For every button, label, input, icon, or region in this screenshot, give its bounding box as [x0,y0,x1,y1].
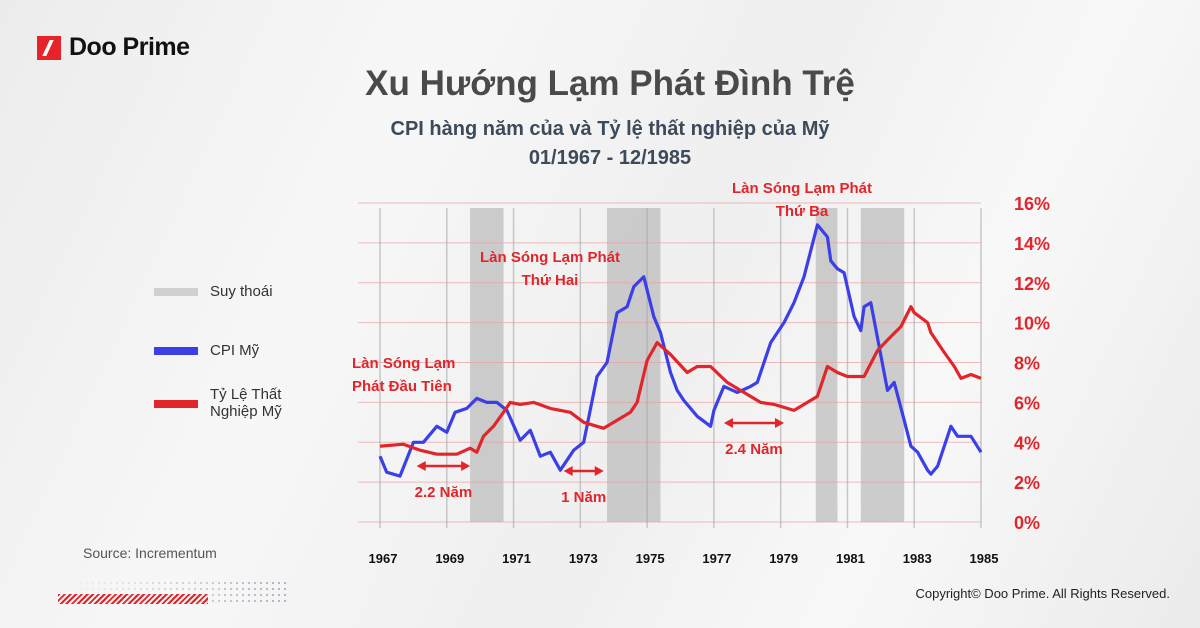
source-note: Source: Incrementum [83,545,217,561]
y-tick-label: 14% [1014,234,1050,254]
x-tick-label: 1975 [636,551,665,566]
recession-band [607,208,661,522]
decorative-hatch [58,594,208,604]
x-tick-label: 1977 [702,551,731,566]
legend-label: CPI Mỹ [210,342,260,359]
x-tick-label: 1969 [435,551,464,566]
x-tick-label: 1973 [569,551,598,566]
y-tick-label: 12% [1014,274,1050,294]
lag-label: 1 Năm [561,489,606,506]
arrow-head-right-icon [775,418,785,428]
recession-band [815,208,838,522]
lag-label: 2.2 Năm [415,484,473,501]
chart-date-range: 01/1967 - 12/1985 [528,147,692,169]
y-tick-label: 2% [1014,473,1040,493]
arrow-head-left-icon [723,418,733,428]
lag-label: 2.4 Năm [725,441,783,458]
legend-label: Tỷ Lệ Thất Nghiệp Mỹ [210,386,282,420]
wave-annotation: Thứ Hai [522,272,579,289]
arrow-head-right-icon [594,466,604,476]
legend-recession: Suy thoái [154,283,273,300]
x-tick-label: 1971 [502,551,531,566]
y-tick-label: 16% [1014,194,1050,214]
wave-annotation: Thứ Ba [776,203,829,220]
y-tick-label: 6% [1014,393,1040,413]
legend-swatch-cpi [154,346,198,355]
chart-title: Xu Hướng Lạm Phát Đình Trệ [365,64,855,103]
x-tick-label: 1985 [970,551,999,566]
wave-annotation: Làn Sóng Lạm [352,355,455,372]
brand-logo: Doo Prime [37,33,190,62]
cpi-line [378,223,983,478]
x-tick-label: 1979 [769,551,798,566]
wave-annotation: Phát Đầu Tiên [352,378,452,395]
legend-cpi: CPI Mỹ [154,342,259,359]
y-tick-label: 4% [1014,433,1040,453]
y-tick-label: 10% [1014,314,1050,334]
x-tick-label: 1983 [903,551,932,566]
arrow-head-right-icon [461,461,471,471]
unemployment-line [379,305,982,456]
y-tick-label: 8% [1014,354,1040,374]
copyright-note: Copyright© Doo Prime. All Rights Reserve… [915,586,1170,601]
x-tick-label: 1967 [369,551,398,566]
legend-swatch-unemployment [154,400,198,408]
y-tick-label: 0% [1014,513,1040,533]
arrow-head-left-icon [563,466,573,476]
legend-swatch-recession [154,287,198,296]
brand-name: Doo Prime [69,33,190,61]
chart-subtitle: CPI hàng năm của và Tỷ lệ thất nghiệp củ… [390,118,830,140]
legend-label: Suy thoái [210,283,273,300]
doo-prime-logo-icon [37,35,61,60]
x-tick-label: 1981 [836,551,865,566]
legend-unemployment: Tỷ Lệ Thất Nghiệp Mỹ [154,386,282,420]
recession-band [470,208,504,522]
wave-annotation: Làn Sóng Lạm Phát [480,249,620,266]
arrow-head-left-icon [416,461,426,471]
wave-annotation: Làn Sóng Lạm Phát [732,180,872,197]
